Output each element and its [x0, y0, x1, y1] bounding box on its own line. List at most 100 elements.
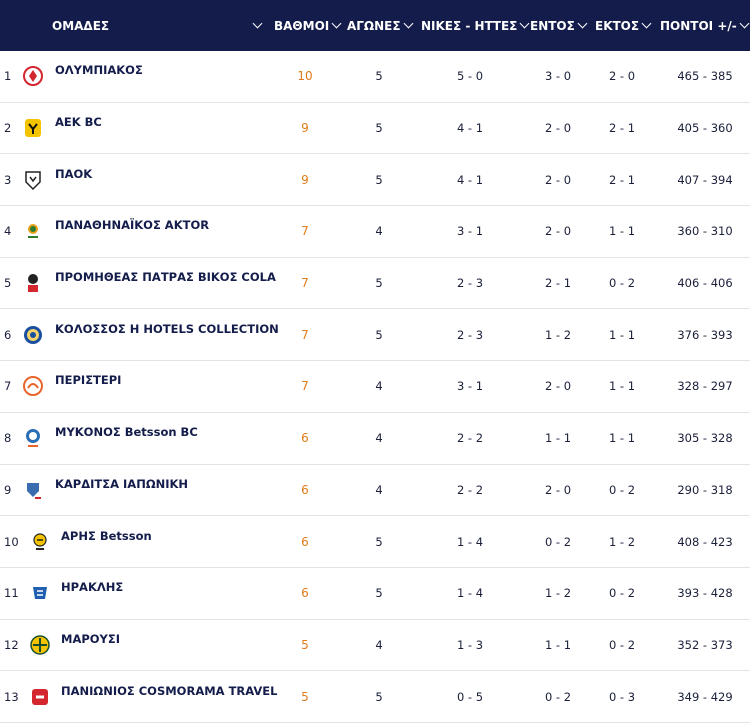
- table-row[interactable]: 11 ΗΡΑΚΛΗΣ 6 5 1 - 4 1 - 2 0 - 2 393 - 428: [0, 568, 750, 620]
- points-diff-cell: 406 - 406: [677, 276, 733, 291]
- rank-cell: 6: [4, 327, 12, 342]
- away-cell: 1 - 1: [608, 379, 636, 394]
- points-diff-cell: 328 - 297: [677, 379, 733, 394]
- wl-cell: 5 - 0: [456, 69, 484, 84]
- games-cell: 4: [375, 431, 383, 446]
- team-name[interactable]: ΜΥΚΟΝΟΣ Betsson BC: [55, 425, 198, 440]
- col-teams-header[interactable]: ΟΜΑΔΕΣ: [52, 0, 109, 51]
- home-cell: 2 - 0: [544, 172, 572, 187]
- col-points-label: ΒΑΘΜΟΙ: [274, 18, 330, 33]
- points-cell: 6: [301, 586, 309, 601]
- table-row[interactable]: 7 ΠΕΡΙΣΤΕΡΙ 7 4 3 - 1 2 - 0 1 - 1 328 - 297: [0, 361, 750, 413]
- points-cell: 7: [301, 276, 309, 291]
- table-row[interactable]: 2 ΑΕΚ BC 9 5 4 - 1 2 - 0 2 - 1 405 - 360: [0, 103, 750, 155]
- points-diff-cell: 405 - 360: [677, 121, 733, 136]
- table-row[interactable]: 10 ΑΡΗΣ Betsson 6 5 1 - 4 0 - 2 1 - 2 408 - 423: [0, 516, 750, 568]
- points-cell: 7: [301, 224, 309, 239]
- col-away-header[interactable]: ΕΚΤΟΣ: [595, 0, 652, 51]
- rank-cell: 10: [4, 534, 19, 549]
- wl-cell: 0 - 5: [456, 689, 484, 704]
- games-cell: 5: [375, 586, 383, 601]
- col-away-label: ΕΚΤΟΣ: [595, 18, 640, 33]
- wl-cell: 4 - 1: [456, 121, 484, 136]
- team-name[interactable]: ΠΡΟΜΗΘΕΑΣ ΠΑΤΡΑΣ ΒΙΚΟΣ COLA: [55, 270, 276, 285]
- wl-cell: 1 - 3: [456, 637, 484, 652]
- rank-cell: 5: [4, 276, 12, 291]
- paok-logo-icon: [25, 170, 41, 190]
- home-cell: 3 - 0: [544, 69, 572, 84]
- away-cell: 0 - 2: [608, 482, 636, 497]
- rank-cell: 11: [4, 586, 19, 601]
- panathinaikos-logo-icon: [28, 224, 38, 239]
- table-row[interactable]: 1 ΟΛΥΜΠΙΑΚΟΣ 10 5 5 - 0 3 - 0 2 - 0 465 - 385: [0, 51, 750, 103]
- col-wl-header[interactable]: ΝΙΚΕΣ - ΗΤΤΕΣ: [421, 0, 530, 51]
- table-row[interactable]: 13 ΠΑΝΙΩΝΙΟΣ COSMORAMA TRAVEL 5 5 0 - 5 0 - 2…: [0, 671, 750, 723]
- col-home-label: ΕΝΤΟΣ: [530, 18, 575, 33]
- home-cell: 2 - 0: [544, 379, 572, 394]
- table-row[interactable]: 3 ΠΑΟΚ 9 5 4 - 1 2 - 0 2 - 1 407 - 394: [0, 154, 750, 207]
- points-diff-cell: 290 - 318: [677, 482, 733, 497]
- col-games-label: ΑΓΩΝΕΣ: [347, 18, 401, 33]
- col-pf-header[interactable]: ΠΟΝΤΟΙ +/-: [660, 0, 750, 51]
- col-home-header[interactable]: ΕΝΤΟΣ: [530, 0, 588, 51]
- games-cell: 5: [375, 172, 383, 187]
- games-cell: 5: [375, 121, 383, 136]
- team-name[interactable]: ΑΡΗΣ Betsson: [61, 528, 152, 543]
- promitheas-logo-icon: [28, 274, 38, 293]
- teams-sort-chevron-icon[interactable]: [250, 0, 263, 51]
- points-diff-cell: 407 - 394: [677, 172, 733, 187]
- rank-cell: 8: [4, 431, 12, 446]
- rank-cell: 4: [4, 224, 12, 239]
- iraklis-logo-icon: [33, 587, 47, 600]
- chevron-down-icon: [331, 18, 342, 29]
- table-row[interactable]: 12 ΜΑΡΟΥΣΙ 5 4 1 - 3 1 - 1 0 - 2 352 - 373: [0, 620, 750, 672]
- team-name[interactable]: ΑΕΚ BC: [55, 115, 102, 130]
- points-cell: 5: [301, 689, 309, 704]
- points-cell: 7: [301, 379, 309, 394]
- games-cell: 5: [375, 69, 383, 84]
- team-name[interactable]: ΗΡΑΚΛΗΣ: [61, 580, 124, 595]
- table-row[interactable]: 6 ΚΟΛΟΣΣΟΣ H HOTELS COLLECTION 7 5 2 - 3 1 - …: [0, 309, 750, 362]
- away-cell: 2 - 1: [608, 172, 636, 187]
- points-diff-cell: 393 - 428: [677, 586, 733, 601]
- kolossos-logo-icon: [24, 325, 42, 344]
- team-name[interactable]: ΠΑΟΚ: [55, 166, 93, 181]
- wl-cell: 3 - 1: [456, 224, 484, 239]
- aek-logo-icon: [25, 119, 41, 138]
- points-diff-cell: 352 - 373: [677, 637, 733, 652]
- team-name[interactable]: ΟΛΥΜΠΙΑΚΟΣ: [55, 63, 143, 78]
- wl-cell: 2 - 3: [456, 276, 484, 291]
- col-wl-label: ΝΙΚΕΣ - ΗΤΤΕΣ: [421, 18, 518, 33]
- chevron-down-icon: [577, 18, 588, 29]
- away-cell: 0 - 3: [608, 689, 636, 704]
- games-cell: 4: [375, 637, 383, 652]
- wl-cell: 1 - 4: [456, 534, 484, 549]
- away-cell: 1 - 1: [608, 224, 636, 239]
- games-cell: 5: [375, 534, 383, 549]
- table-body: 1 ΟΛΥΜΠΙΑΚΟΣ 10 5 5 - 0 3 - 0 2 - 0 465 - 385 2 Α…: [0, 51, 750, 723]
- table-header: ΟΜΑΔΕΣ ΒΑΘΜΟΙ ΑΓΩΝΕΣ ΝΙΚΕΣ - ΗΤΤΕΣ ΕΝΤΟΣ…: [0, 0, 750, 51]
- team-name[interactable]: ΜΑΡΟΥΣΙ: [61, 631, 121, 646]
- team-name[interactable]: ΠΕΡΙΣΤΕΡΙ: [55, 373, 122, 388]
- table-row[interactable]: 8 ΜΥΚΟΝΟΣ Betsson BC 6 4 2 - 2 1 - 1 1 - 1 305 …: [0, 413, 750, 465]
- table-row[interactable]: 4 ΠΑΝΑΘΗΝΑΪΚΟΣ AKTOR 7 4 3 - 1 2 - 0 1 - 1 360 …: [0, 206, 750, 258]
- away-cell: 1 - 1: [608, 327, 636, 342]
- wl-cell: 2 - 2: [456, 482, 484, 497]
- away-cell: 1 - 2: [608, 534, 636, 549]
- team-name[interactable]: ΚΑΡΔΙΤΣΑ ΙΑΠΩΝΙΚΗ: [55, 476, 189, 491]
- team-name[interactable]: ΠΑΝΑΘΗΝΑΪΚΟΣ AKTOR: [55, 218, 210, 233]
- team-name[interactable]: ΚΟΛΟΣΣΟΣ H HOTELS COLLECTION: [55, 321, 279, 336]
- points-diff-cell: 408 - 423: [677, 534, 733, 549]
- chevron-down-icon: [739, 18, 750, 29]
- table-row[interactable]: 5 ΠΡΟΜΗΘΕΑΣ ΠΑΤΡΑΣ ΒΙΚΟΣ COLA 7 5 2 - 3 2 - 1…: [0, 258, 750, 310]
- table-row[interactable]: 9 ΚΑΡΔΙΤΣΑ ΙΑΠΩΝΙΚΗ 6 4 2 - 2 2 - 0 0 - 2 290 -…: [0, 465, 750, 517]
- col-games-header[interactable]: ΑΓΩΝΕΣ: [347, 0, 414, 51]
- peristeri-logo-icon: [23, 376, 43, 397]
- team-name[interactable]: ΠΑΝΙΩΝΙΟΣ COSMORAMA TRAVEL: [61, 683, 278, 698]
- rank-cell: 7: [4, 379, 12, 394]
- home-cell: 1 - 1: [544, 431, 572, 446]
- col-points-header[interactable]: ΒΑΘΜΟΙ: [274, 0, 342, 51]
- mykonos-logo-icon: [26, 429, 40, 448]
- games-cell: 4: [375, 482, 383, 497]
